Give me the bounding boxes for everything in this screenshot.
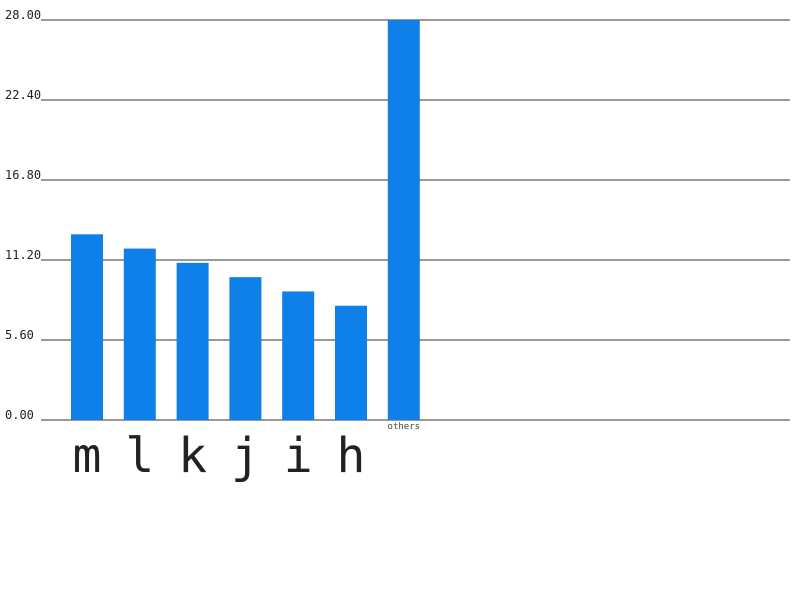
- x-category-label: i: [284, 428, 313, 484]
- x-category-label: l: [125, 428, 154, 484]
- y-tick-label: 0.00: [5, 408, 34, 422]
- bar-j: [229, 277, 262, 420]
- x-axis-labels: m l k j i h others: [73, 422, 421, 484]
- y-tick-label: 22.40: [5, 88, 41, 102]
- x-category-label: j: [231, 428, 260, 484]
- bar-i: [282, 291, 315, 420]
- x-category-label: m: [73, 428, 102, 484]
- bar-m: [71, 234, 103, 420]
- bar-others: [387, 20, 420, 420]
- x-category-label: k: [178, 428, 207, 484]
- x-category-label: h: [337, 428, 366, 484]
- y-tick-label: 11.20: [5, 248, 41, 262]
- y-tick-label: 16.80: [5, 168, 41, 182]
- bar-h: [335, 305, 367, 420]
- y-tick-label: 28.00: [5, 8, 41, 22]
- bar-l: [123, 248, 156, 420]
- x-category-label: others: [388, 422, 421, 432]
- bar-k: [176, 262, 209, 420]
- y-tick-label: 5.60: [5, 328, 34, 342]
- bars: [71, 20, 420, 420]
